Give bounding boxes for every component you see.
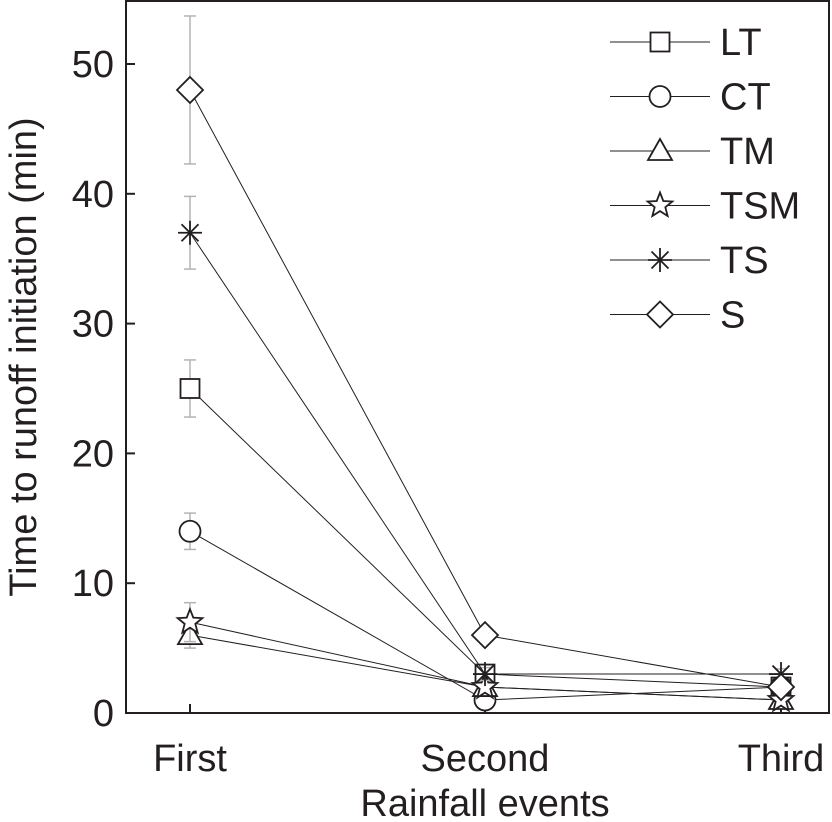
y-axis-title: Time to runoff initiation (min) <box>3 117 45 596</box>
marker-ts-first-stroke <box>180 223 200 242</box>
legend-item-tsm: TSM <box>610 186 800 228</box>
legend-label-tm: TM <box>720 131 775 173</box>
series-s <box>175 15 796 702</box>
y-tick-label-50: 50 <box>72 44 114 86</box>
line-s <box>189 89 782 688</box>
marker-tsm-first <box>175 606 205 635</box>
series-layer <box>175 15 796 713</box>
legend-item-lt: LT <box>610 22 762 64</box>
legend-item-s: S <box>610 295 745 337</box>
legend-marker-tm <box>646 137 674 161</box>
legend-label-ct: CT <box>720 77 771 119</box>
marker-s-second <box>470 620 500 650</box>
marker-ct-first <box>178 519 202 543</box>
legend-marker-ts-stroke <box>650 250 670 270</box>
legend-marker-ts <box>648 248 672 272</box>
x-tick-label-third: Third <box>738 738 825 780</box>
y-tick-label-20: 20 <box>72 433 114 475</box>
y-tick-label-40: 40 <box>72 174 114 216</box>
legend-label-lt: LT <box>720 22 762 64</box>
line-ts <box>189 232 781 675</box>
marker-ts-second-stroke <box>475 664 495 684</box>
plot-frame <box>125 0 830 714</box>
marker-s-first <box>175 75 205 105</box>
y-tick-label-10: 10 <box>72 563 114 605</box>
x-tick-label-second: Second <box>421 738 550 780</box>
legend-item-tm: TM <box>610 131 775 173</box>
legend-marker-s <box>645 300 675 329</box>
y-tick-label-30: 30 <box>72 304 114 346</box>
x-axis-title: Rainfall events <box>360 783 609 822</box>
y-tick-label-0: 0 <box>93 693 114 735</box>
legend-label-tsm: TSM <box>720 186 800 228</box>
legend-marker-lt <box>649 31 671 53</box>
legend-label-s: S <box>720 295 745 337</box>
marker-ts-first <box>178 220 202 245</box>
marker-ts-second <box>473 662 497 687</box>
legend-item-ct: CT <box>610 77 771 119</box>
legend: LT CT TM TSM TS S <box>610 22 800 337</box>
marker-s-third <box>766 672 796 702</box>
legend-marker-ct <box>648 85 672 108</box>
series-tsm <box>175 601 796 713</box>
legend-item-ts: TS <box>610 240 769 282</box>
legend-label-ts: TS <box>720 240 769 282</box>
marker-lt-first <box>179 378 201 399</box>
y-axis: 0 10 20 30 40 50 <box>72 44 135 735</box>
legend-marker-tsm <box>645 190 675 219</box>
x-axis: First Second Third <box>153 704 824 780</box>
series-ts <box>178 195 793 687</box>
x-tick-label-first: First <box>153 738 227 780</box>
